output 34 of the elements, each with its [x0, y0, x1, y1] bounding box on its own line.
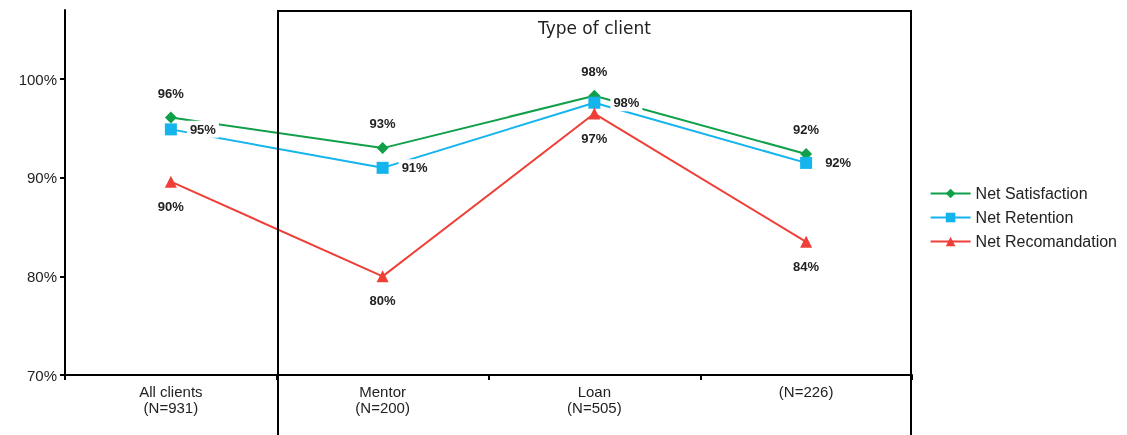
- annotation: Type of client: [536, 18, 652, 38]
- y-tick-label: 100%: [18, 70, 57, 88]
- data-label: 91%: [401, 160, 429, 176]
- data-label: 96%: [157, 85, 185, 101]
- data-label: 95%: [189, 121, 217, 137]
- y-tick-label: 80%: [26, 267, 57, 285]
- legend-label: Net Satisfaction: [975, 185, 1088, 202]
- data-label: 92%: [825, 155, 852, 171]
- point: [800, 156, 813, 169]
- x-tick-label: (N=226): [778, 382, 834, 400]
- y-tick-label: 90%: [26, 169, 57, 187]
- data-label: 80%: [369, 293, 397, 309]
- point: [376, 161, 389, 174]
- data-label: 93%: [369, 116, 397, 132]
- legend-label: Net Recomandation: [975, 233, 1118, 250]
- data-label: 90%: [157, 198, 185, 214]
- x-tick-label: Mentor (N=200): [355, 382, 410, 416]
- point: [800, 235, 813, 248]
- point: [376, 142, 389, 155]
- point: [588, 107, 601, 120]
- y-tick-label: 70%: [26, 366, 57, 384]
- point: [164, 123, 177, 136]
- point: [164, 175, 177, 188]
- x-tick-label: Loan (N=505): [567, 382, 622, 416]
- point: [588, 96, 601, 109]
- point: [164, 111, 177, 124]
- data-label: 98%: [613, 95, 640, 111]
- legend-label: Net Retention: [975, 209, 1074, 226]
- data-label: 97%: [581, 130, 608, 146]
- x-tick-label: All clients (N=931): [139, 382, 203, 416]
- data-label: 84%: [793, 258, 820, 274]
- point: [376, 270, 389, 283]
- data-label: 92%: [793, 122, 820, 138]
- data-label: 98%: [581, 63, 608, 79]
